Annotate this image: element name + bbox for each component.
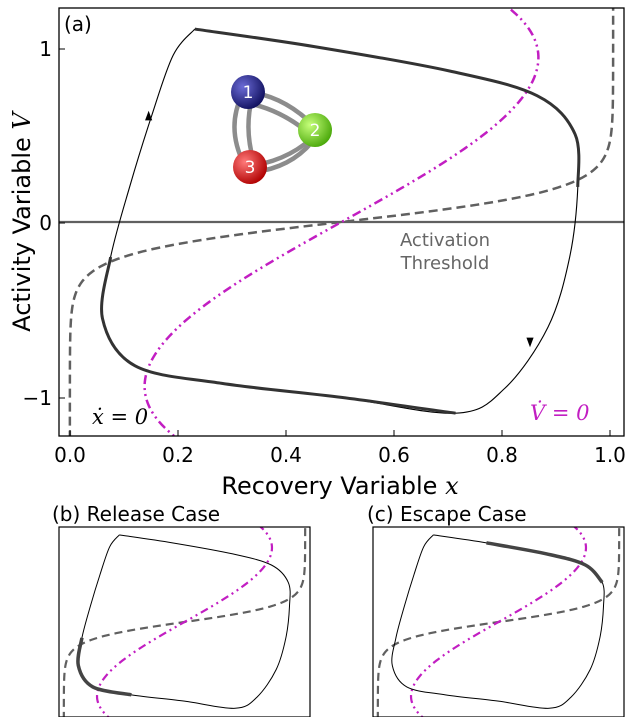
x-tick-label: 0.4 xyxy=(270,443,302,467)
x-nullcline-label: ẋ = 0 xyxy=(92,405,148,429)
network-node-3 xyxy=(233,150,267,184)
network-diagram: 1 2 3 xyxy=(231,75,332,184)
slow-branch-left xyxy=(100,256,456,415)
v-nullcline-label: V̇ = 0 xyxy=(530,401,589,425)
y-axis-title-text: Activity Variable xyxy=(8,137,36,332)
x-tick-label: 0.8 xyxy=(486,443,518,467)
escape-slow-branch xyxy=(486,541,604,584)
x-nullcline xyxy=(376,527,621,717)
network-node-2 xyxy=(298,113,332,147)
limit-cycle-trajectory xyxy=(77,534,291,709)
y-tick-label: 0 xyxy=(39,211,52,235)
v-nullcline xyxy=(143,8,540,436)
panel-label-a: (a) xyxy=(64,12,92,36)
x-nullcline xyxy=(62,527,307,717)
y-axis-title: Activity Variable V xyxy=(8,110,36,332)
x-tick-label: 1.0 xyxy=(594,443,626,467)
network-node-1 xyxy=(231,75,265,109)
threshold-label-line2: Threshold xyxy=(400,253,490,274)
threshold-label-line1: Activation xyxy=(400,230,490,251)
inset-release-panel: (b) Release Case xyxy=(52,502,311,717)
inset-release-title: (b) Release Case xyxy=(52,502,220,526)
plot-area xyxy=(59,8,624,436)
network-node-1-label: 1 xyxy=(243,83,254,103)
trajectory-arrow-up xyxy=(145,110,153,121)
release-slow-branch xyxy=(76,637,132,697)
x-axis-title-text: Recovery Variable xyxy=(221,472,437,500)
y-tick-label: 1 xyxy=(39,37,52,61)
trajectory-arrow-down xyxy=(526,337,534,348)
x-tick-label: 0.6 xyxy=(378,443,410,467)
y-axis-ticks: 1 0 −1 xyxy=(23,37,65,410)
inset-escape-frame xyxy=(372,526,625,717)
y-tick-label: −1 xyxy=(23,386,52,410)
x-axis-title: Recovery Variable x xyxy=(221,472,459,500)
network-node-2-label: 2 xyxy=(310,121,321,141)
x-axis-variable: x xyxy=(445,472,459,500)
v-nullcline xyxy=(95,527,274,717)
v-nullcline xyxy=(409,527,588,717)
main-panel: 0.0 0.2 0.4 0.6 0.8 1.0 1 0 −1 Recovery … xyxy=(8,7,626,500)
inset-release-frame xyxy=(58,526,311,717)
x-tick-label: 0.0 xyxy=(54,443,86,467)
x-tick-label: 0.2 xyxy=(162,443,194,467)
y-axis-variable: V xyxy=(8,110,36,130)
x-nullcline xyxy=(68,8,615,436)
slow-branch-right xyxy=(194,27,581,187)
network-node-3-label: 3 xyxy=(245,158,256,178)
inset-escape-title: (c) Escape Case xyxy=(367,502,527,526)
inset-escape-panel: (c) Escape Case xyxy=(367,502,625,717)
x-axis-ticks: 0.0 0.2 0.4 0.6 0.8 1.0 xyxy=(54,430,626,467)
main-plot-frame xyxy=(58,7,625,437)
